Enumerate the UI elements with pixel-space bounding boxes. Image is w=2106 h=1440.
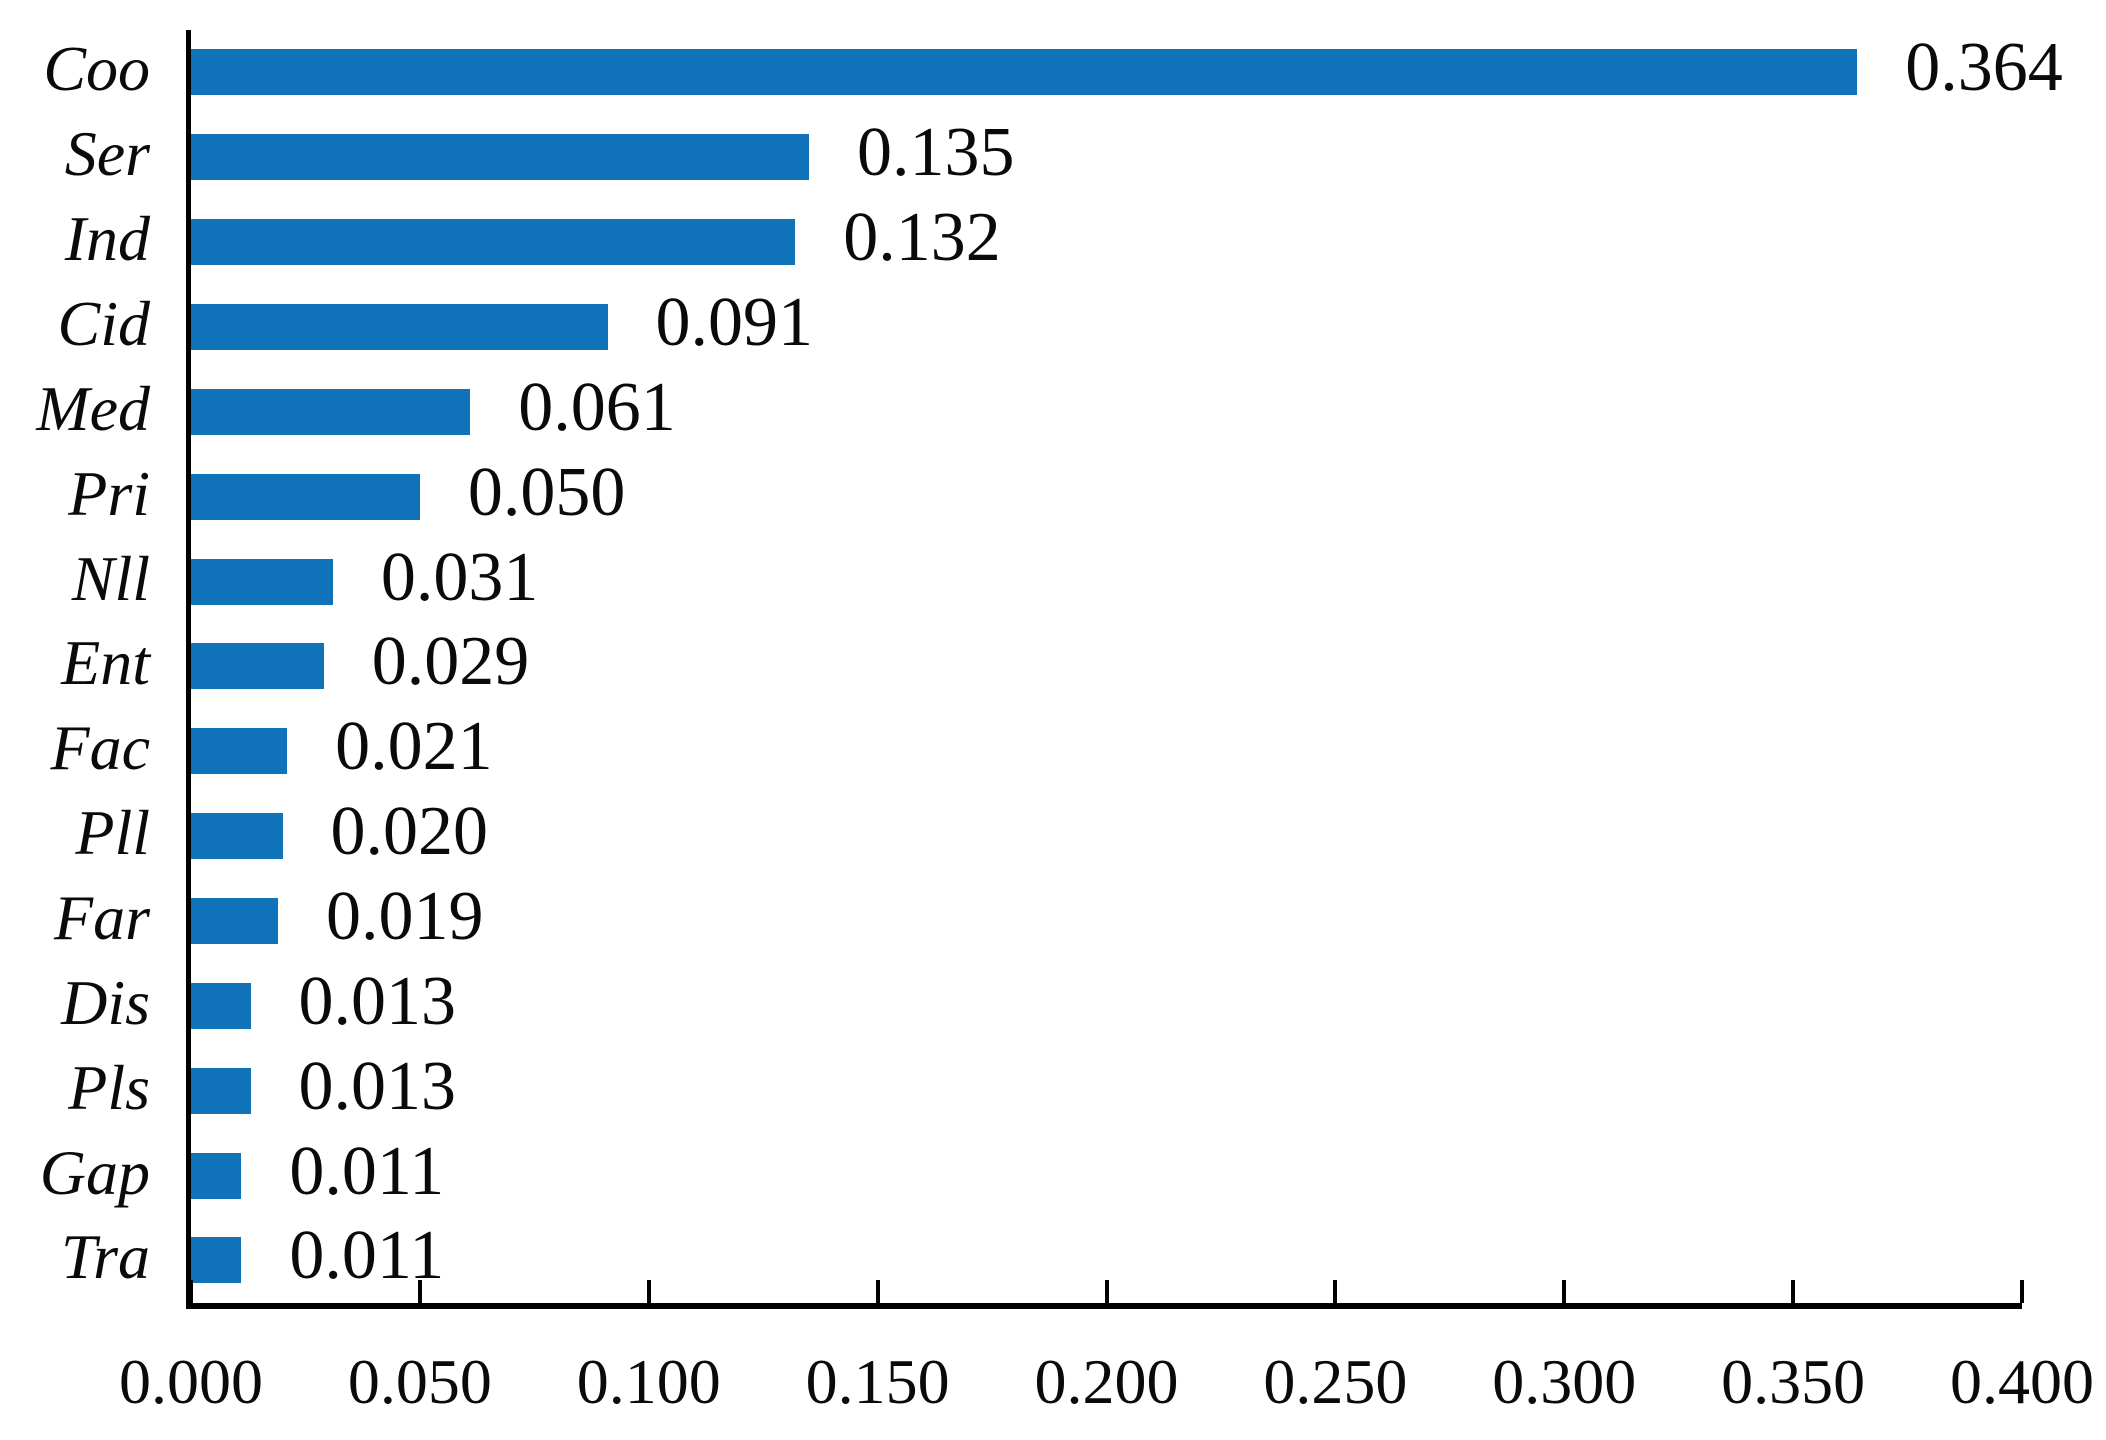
category-label-cell: Pll <box>0 794 150 879</box>
category-label: Ser <box>64 118 150 190</box>
plot-area: 0.364 0.135 0.132 0.091 0.061 0.050 0.031 0.029… <box>186 30 2063 1309</box>
category-label-cell: Med <box>0 369 150 454</box>
bar-value-label: 0.091 <box>655 284 814 361</box>
x-axis-tick-label: 0.050 <box>347 1346 492 1417</box>
bar-row: 0.135 <box>191 115 2022 200</box>
bar <box>191 1152 242 1199</box>
bar-value-label: 0.132 <box>843 199 1001 277</box>
bar-value-label: 0.050 <box>467 453 626 531</box>
x-axis-tick-mark <box>1104 1280 1109 1303</box>
category-label: Pri <box>68 457 150 529</box>
x-axis-tick-mark <box>1562 1280 1567 1303</box>
x-axis-tick-labels: 0.000 0.050 0.100 0.150 0.200 0.250 0.300 0.350… <box>119 1346 2094 1430</box>
category-label-cell: Fac <box>0 709 151 794</box>
bar <box>191 813 283 860</box>
bar <box>191 1237 242 1284</box>
category-label: Far <box>54 882 150 954</box>
bar <box>191 473 420 520</box>
category-label: Pll <box>75 797 150 869</box>
category-label: Coo <box>43 33 150 105</box>
category-label-cell: Pls <box>0 1048 150 1133</box>
category-label: Dis <box>61 966 150 1038</box>
bar-row: 0.031 <box>191 539 2022 624</box>
category-label: Tra <box>61 1221 150 1293</box>
x-axis-tick-mark <box>189 1280 193 1303</box>
x-axis-tick-label: 0.350 <box>1721 1346 1866 1417</box>
bar-rows: 0.364 0.135 0.132 0.091 0.061 0.050 0.031 0.029… <box>191 30 2063 1303</box>
category-label: Gap <box>39 1136 150 1208</box>
bar-row: 0.061 <box>191 369 2022 454</box>
x-axis-tick-mark <box>646 1280 651 1303</box>
bar <box>191 1067 251 1114</box>
bar-value-label: 0.031 <box>380 538 539 616</box>
bar <box>191 49 1858 96</box>
category-label: Cid <box>57 288 150 359</box>
bar-row: 0.050 <box>191 454 2022 539</box>
bar <box>191 304 608 350</box>
category-label-cell: Ind <box>0 200 150 285</box>
category-label-cell: Ser <box>0 115 150 200</box>
bar-row: 0.013 <box>191 963 2022 1048</box>
category-label-cell: Tra <box>0 1218 150 1303</box>
bar-row: 0.011 <box>191 1218 2022 1303</box>
category-label: Ind <box>64 203 150 275</box>
bar-value-label: 0.364 <box>1905 29 2063 107</box>
x-axis-tick-label: 0.300 <box>1492 1346 1637 1417</box>
bar-value-label: 0.029 <box>371 623 530 701</box>
category-label: Pls <box>68 1051 150 1123</box>
bar-row: 0.020 <box>191 794 2022 879</box>
category-label-cell: Dis <box>0 963 150 1048</box>
bar-row: 0.021 <box>191 709 2022 794</box>
category-label-cell: Coo <box>0 30 150 115</box>
x-axis-tick-label: 0.150 <box>805 1346 950 1417</box>
bar <box>191 134 809 181</box>
bar-row: 0.029 <box>191 624 2022 709</box>
category-label: Nll <box>71 542 150 614</box>
bar <box>191 898 278 945</box>
x-axis-tick-label: 0.250 <box>1263 1346 1408 1417</box>
bar-value-label: 0.011 <box>289 1132 445 1210</box>
category-label-cell: Ent <box>0 624 150 709</box>
category-label-cell: Far <box>0 879 150 964</box>
bar <box>191 219 796 266</box>
bar <box>191 558 333 605</box>
category-label-cell: Cid <box>0 285 150 370</box>
bar-value-label: 0.020 <box>330 793 489 871</box>
x-axis-tick-label: 0.200 <box>1034 1346 1179 1417</box>
bar-value-label: 0.061 <box>518 368 676 446</box>
bar-value-label: 0.013 <box>298 1047 457 1125</box>
bar <box>191 388 471 435</box>
bar <box>191 728 288 775</box>
bar-row: 0.091 <box>191 285 2022 370</box>
category-label: Fac <box>50 712 151 784</box>
x-axis-tick-mark <box>417 1280 422 1303</box>
x-axis-tick-mark <box>875 1280 880 1303</box>
bar-value-label: 0.021 <box>335 708 493 786</box>
x-axis-tick-label: 0.100 <box>576 1346 721 1417</box>
category-label-cell: Nll <box>0 539 150 624</box>
bar <box>191 643 324 690</box>
x-axis-tick-mark <box>1791 1280 1796 1303</box>
x-axis-tick-label: 0.400 <box>1950 1346 2094 1417</box>
x-axis-tick-mark <box>2020 1280 2024 1303</box>
category-label-cell: Pri <box>0 454 150 539</box>
bar-value-label: 0.135 <box>856 114 1015 192</box>
category-axis-labels: Coo Ser Ind Cid Med Pri Nll Ent Fac Pll Far Dis Pls G… <box>0 30 150 1303</box>
bar-row: 0.364 <box>191 30 2063 115</box>
bar-row: 0.011 <box>191 1133 2022 1218</box>
category-label: Ent <box>61 627 150 699</box>
category-label: Med <box>36 372 150 444</box>
bar-value-label: 0.013 <box>298 962 457 1040</box>
bar-row: 0.019 <box>191 879 2022 964</box>
x-axis-tick-label: 0.000 <box>119 1346 263 1417</box>
bar-row: 0.013 <box>191 1048 2022 1133</box>
category-label-cell: Gap <box>0 1133 150 1218</box>
bar-value-label: 0.011 <box>289 1217 445 1295</box>
x-axis-tick-mark <box>1333 1280 1338 1303</box>
bar-value-label: 0.019 <box>325 878 484 956</box>
bar-row: 0.132 <box>191 200 2022 285</box>
bar <box>191 982 251 1029</box>
